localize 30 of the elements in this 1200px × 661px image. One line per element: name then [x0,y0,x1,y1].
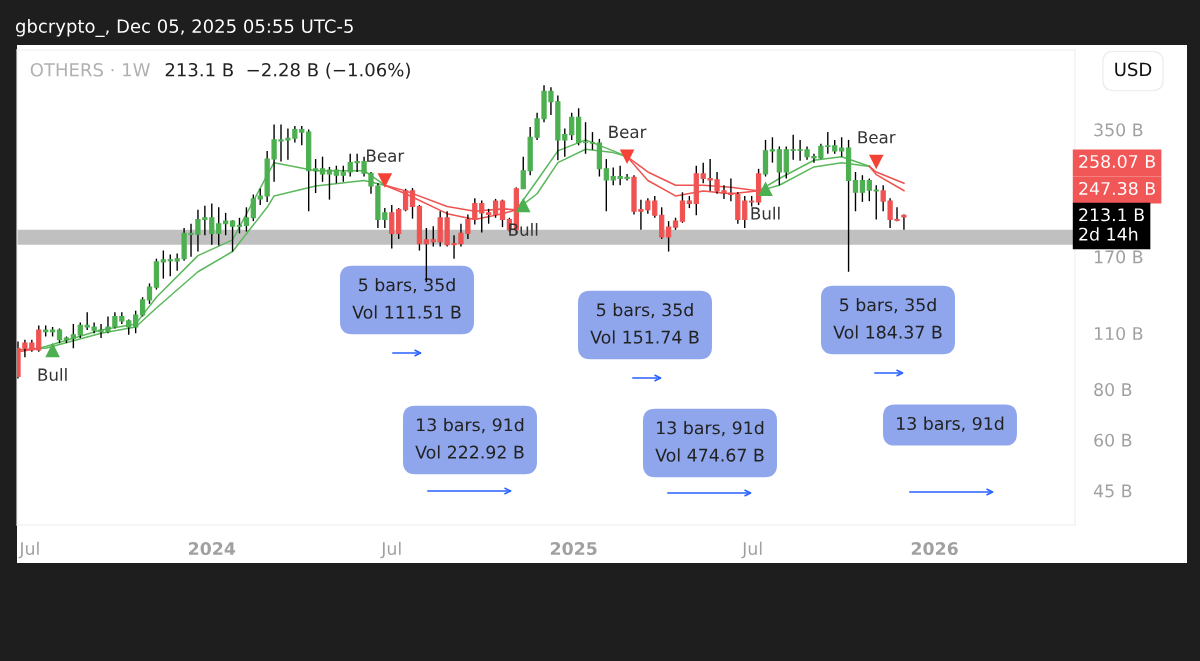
text: 247.38 B [1079,181,1155,196]
annotation: 5 bars, 35d Vol 184.37 B [833,297,942,339]
y-tick-label: 60 B [1094,433,1132,447]
annotation: 13 bars, 91d [897,416,1004,432]
x-tick-label: 2025 [550,541,597,556]
annotation: 13 bars, 91d Vol 474.67 B [655,420,764,462]
x-tick-label: 2024 [189,541,236,556]
y-tick-label: 80 B [1094,383,1132,397]
y-tick-label: 170 B [1094,250,1143,264]
x-tick-label: Jul [380,541,401,559]
text: OTHERS · 1W [30,62,150,77]
text: 213.1 B 2d 14h [1079,208,1144,241]
text: Bear [367,149,405,162]
text: Bull [38,368,67,381]
text: Bull [751,206,780,220]
text: 213.1 B −2.28 B (−1.06%) [165,62,410,79]
text: 258.07 B [1079,154,1155,169]
series-label: Bear [609,125,647,139]
x-tick-label: Jul [741,541,762,559]
annotation: 13 bars, 91d Vol 222.92 B [415,417,524,459]
y-tick-label: 45 B [1093,484,1132,498]
x-tick-label: Jul [18,541,39,559]
text: USD [1115,62,1152,77]
x-tick-label: 2026 [911,541,958,556]
y-tick-label: 350 B [1094,123,1143,137]
annotation: 5 bars, 35d Vol 111.51 B [352,277,461,319]
text: gbcrypto_, Dec 05, 2025 05:55 UTC-5 [16,19,353,37]
annotation: 5 bars, 35d Vol 151.74 B [590,302,699,344]
text: Bear [858,131,896,144]
y-tick-label: 110 B [1094,326,1143,341]
